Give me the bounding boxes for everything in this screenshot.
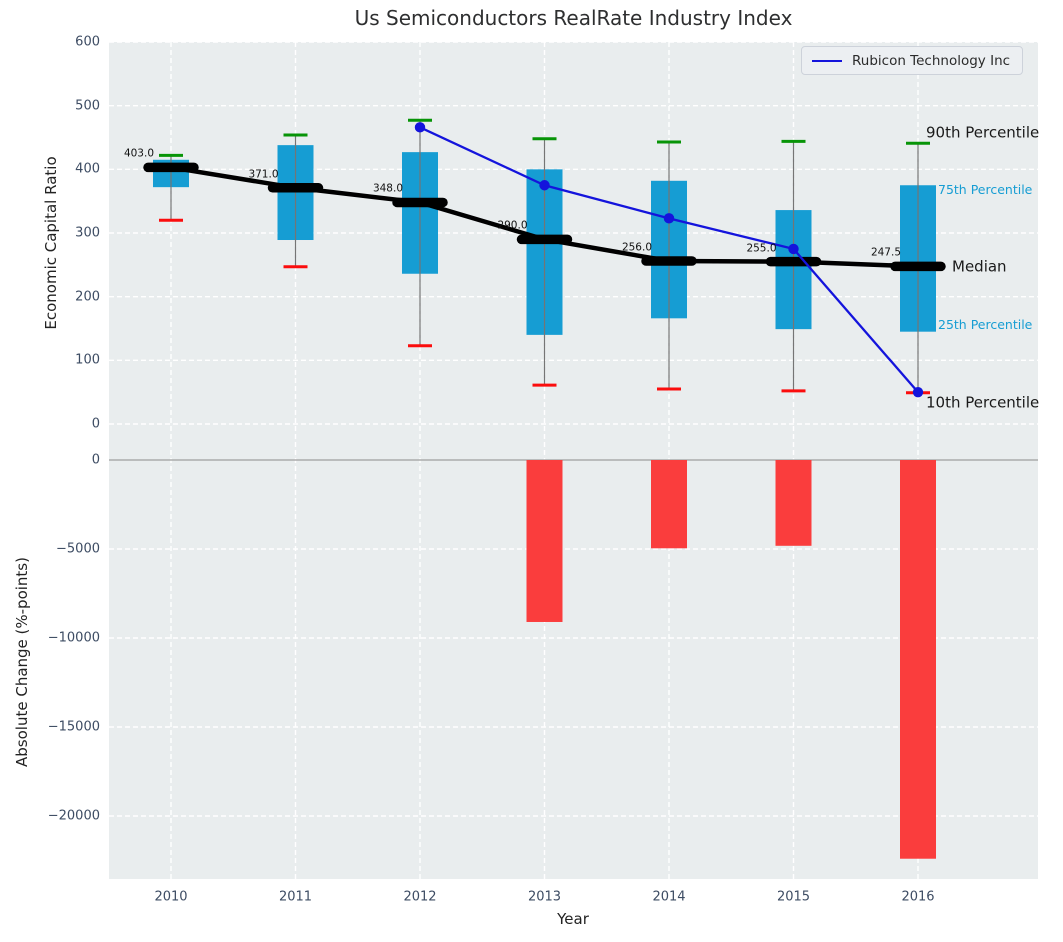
xtick-2013: 2013 xyxy=(528,891,561,904)
xtick-2014: 2014 xyxy=(652,891,685,904)
ytick-bottom: −20000 xyxy=(48,810,100,823)
median-value-label-2012: 348.0 xyxy=(373,184,403,195)
median-value-label-2016: 247.5 xyxy=(871,248,901,259)
y-axis-label-bottom: Absolute Change (%-points) xyxy=(13,557,31,767)
y-axis-label-top: Economic Capital Ratio xyxy=(42,156,60,329)
legend-label: Rubicon Technology Inc xyxy=(852,53,1010,69)
median-value-label-2011: 371.0 xyxy=(248,169,278,180)
series-point-2014 xyxy=(664,213,674,223)
bar-2013 xyxy=(527,460,563,622)
annotation-90th-percentile: 90th Percentile xyxy=(926,126,1039,141)
xtick-2010: 2010 xyxy=(154,891,187,904)
ytick-bottom: 0 xyxy=(92,454,100,467)
ytick-top: 500 xyxy=(75,99,100,112)
xtick-2016: 2016 xyxy=(901,891,934,904)
median-value-label-2013: 290.0 xyxy=(497,221,527,232)
annotation-75th-percentile: 75th Percentile xyxy=(938,184,1032,197)
ytick-top: 0 xyxy=(92,418,100,431)
ytick-bottom: −15000 xyxy=(48,721,100,734)
bar-2014 xyxy=(651,460,687,548)
x-axis-label: Year xyxy=(557,910,589,928)
annotation-25th-percentile: 25th Percentile xyxy=(938,319,1032,332)
median-value-label-2014: 256.0 xyxy=(622,243,652,254)
series-point-2012 xyxy=(415,122,425,132)
legend-line-sample xyxy=(812,60,842,62)
xtick-2012: 2012 xyxy=(403,891,436,904)
legend: Rubicon Technology Inc xyxy=(801,46,1023,75)
ytick-top: 100 xyxy=(75,354,100,367)
chart-title: Us Semiconductors RealRate Industry Inde… xyxy=(109,6,1038,30)
ytick-bottom: −10000 xyxy=(48,632,100,645)
xtick-2011: 2011 xyxy=(279,891,312,904)
series-point-2015 xyxy=(788,244,798,254)
series-point-2013 xyxy=(539,180,549,190)
annotation-median: Median xyxy=(952,260,1007,275)
bar-2015 xyxy=(776,460,812,546)
xtick-2015: 2015 xyxy=(777,891,810,904)
ytick-top: 300 xyxy=(75,227,100,240)
ytick-top: 200 xyxy=(75,290,100,303)
bar-2016 xyxy=(900,460,936,859)
ytick-top: 600 xyxy=(75,36,100,49)
ytick-top: 400 xyxy=(75,163,100,176)
series-point-2016 xyxy=(913,387,923,397)
chart-canvas xyxy=(0,0,1063,942)
figure: Us Semiconductors RealRate Industry Inde… xyxy=(0,0,1063,942)
ytick-bottom: −5000 xyxy=(56,543,100,556)
median-value-label-2010: 403.0 xyxy=(124,149,154,160)
median-value-label-2015: 255.0 xyxy=(746,243,776,254)
annotation-10th-percentile: 10th Percentile xyxy=(926,396,1039,411)
